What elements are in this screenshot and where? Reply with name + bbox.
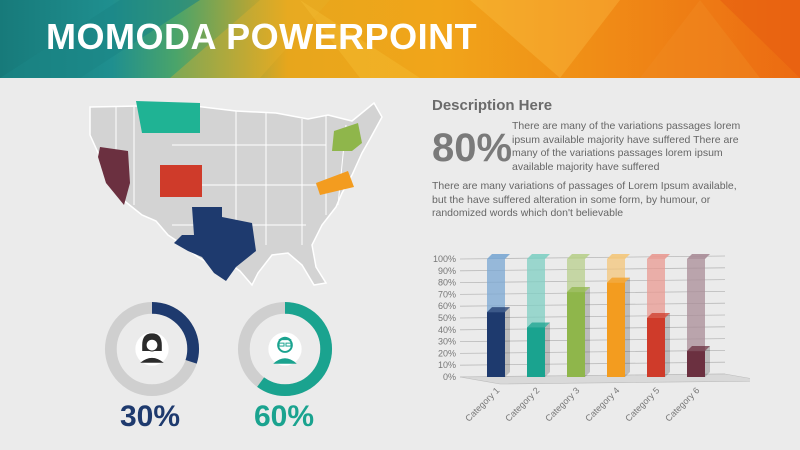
bar — [687, 351, 705, 377]
y-tick-label: 30% — [438, 337, 456, 347]
state-colorado — [160, 165, 202, 197]
bar-side — [665, 313, 670, 377]
state-montana — [136, 101, 200, 133]
y-tick-label: 80% — [438, 278, 456, 288]
state-new-york — [332, 123, 362, 151]
x-tick-label: Category 4 — [583, 385, 621, 423]
bar-top — [487, 307, 510, 313]
bar-chart: 0% 10% 20%30% 40% 50% 60% 70%80% 90% 100% Categor… — [433, 254, 750, 424]
woman-icon — [135, 332, 169, 366]
bar-top — [687, 346, 710, 352]
bar-background-top — [607, 254, 630, 259]
y-tick-label: 60% — [438, 301, 456, 311]
y-tick-label: 70% — [438, 289, 456, 299]
donut-arc — [237, 301, 333, 397]
x-tick-label: Category 1 — [463, 385, 501, 423]
y-tick-label: 20% — [438, 348, 456, 358]
man-glasses-icon — [268, 332, 302, 366]
bar-side — [585, 287, 590, 377]
bar-side — [505, 307, 510, 377]
x-tick-label: Category 2 — [503, 385, 541, 423]
y-tick-label: 100% — [433, 254, 456, 264]
description-short-text: There are many of the variations passage… — [512, 120, 741, 173]
bar-top — [527, 322, 550, 328]
y-tick-label: 90% — [438, 266, 456, 276]
y-tick-label: 0% — [443, 372, 456, 382]
bar-side — [705, 346, 710, 377]
x-tick-label: Category 6 — [663, 385, 701, 423]
us-map — [89, 101, 383, 287]
bar — [647, 318, 665, 377]
x-tick-label: Category 3 — [543, 385, 581, 423]
donut-percent-man: 60% — [254, 400, 315, 433]
bar-background-top — [567, 254, 590, 259]
donut-chart-woman — [104, 301, 200, 397]
page-title: MOMODA POWERPOINT — [46, 16, 478, 57]
banner-pattern — [0, 0, 800, 78]
bar-background-top — [487, 254, 510, 259]
header-banner: MOMODA POWERPOINT — [0, 0, 800, 78]
donut-arc — [104, 301, 200, 397]
bar-background-top — [527, 254, 550, 259]
y-tick-label: 50% — [438, 313, 456, 323]
bar-background-top — [647, 254, 670, 259]
bar-side — [545, 322, 550, 377]
x-tick-label: Category 5 — [623, 385, 661, 423]
bar — [527, 327, 545, 377]
state-virginia — [316, 171, 354, 195]
y-tick-label: 10% — [438, 360, 456, 370]
bar-top — [607, 277, 630, 283]
state-nevada — [98, 147, 130, 205]
bar-top — [567, 287, 590, 293]
big-percent: 80% — [432, 126, 513, 170]
description-heading: Description Here — [432, 97, 553, 114]
bar — [607, 282, 625, 377]
donut-percent-woman: 30% — [120, 400, 181, 433]
y-tick-label: 40% — [438, 325, 456, 335]
description-long-text: There are many variations of passages of… — [432, 180, 737, 219]
donut-chart-man — [237, 301, 333, 397]
bar — [567, 292, 585, 377]
bar-top — [647, 313, 670, 318]
bar-side — [625, 277, 630, 377]
bar-background-top — [687, 254, 710, 259]
bar — [487, 312, 505, 377]
state-texas — [174, 207, 256, 281]
